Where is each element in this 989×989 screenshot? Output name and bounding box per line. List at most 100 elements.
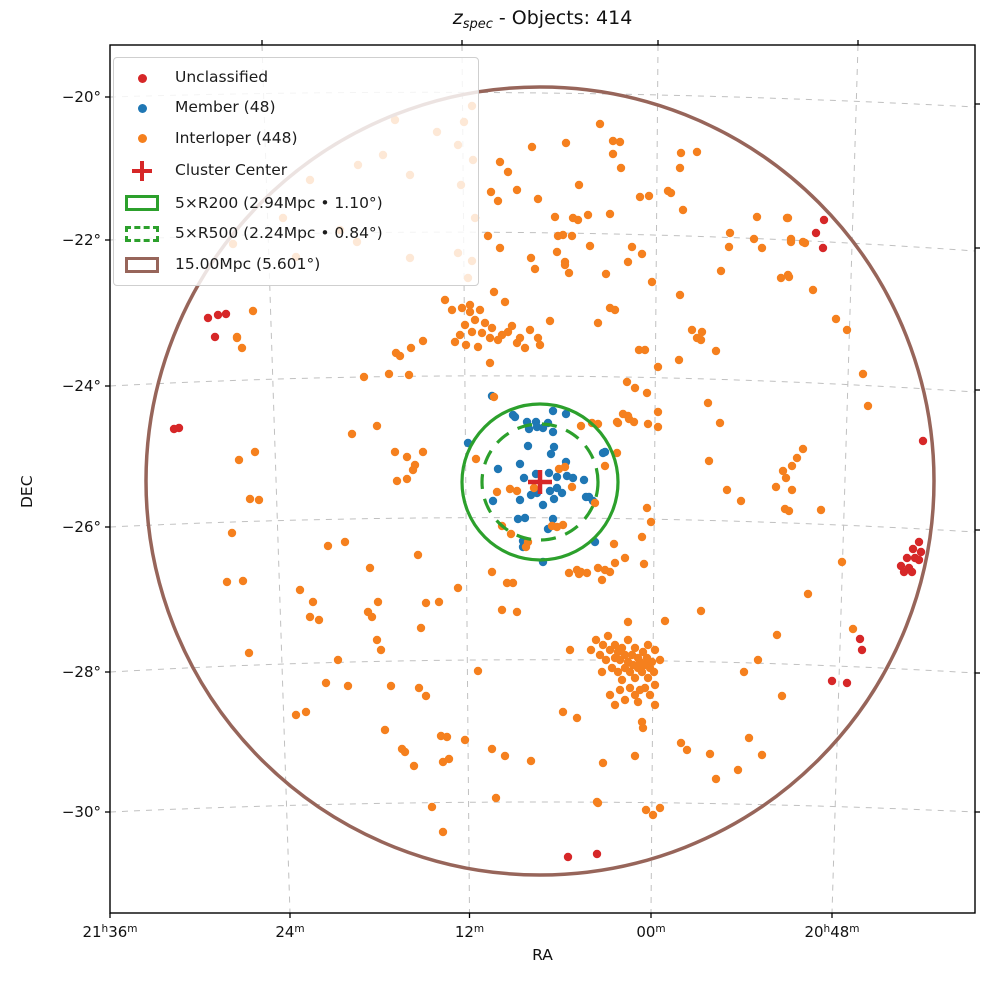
interloper-dot-icon xyxy=(124,133,160,143)
data-point xyxy=(638,723,648,733)
data-point xyxy=(593,563,603,573)
data-point xyxy=(675,290,685,300)
data-point xyxy=(715,418,725,428)
data-point xyxy=(696,335,706,345)
data-point xyxy=(593,318,603,328)
data-point xyxy=(457,303,467,313)
data-point xyxy=(487,323,497,333)
data-point xyxy=(568,473,578,483)
ra-gridline xyxy=(650,45,659,913)
data-point xyxy=(625,667,635,677)
data-point xyxy=(607,663,617,673)
data-point xyxy=(634,345,644,355)
data-point xyxy=(203,313,213,323)
plot-title: zspec - Objects: 414 xyxy=(110,7,975,32)
data-point xyxy=(563,852,573,862)
data-point xyxy=(597,575,607,585)
data-point xyxy=(538,423,548,433)
r200-circle xyxy=(460,402,620,562)
data-point xyxy=(697,327,707,337)
data-point xyxy=(347,429,357,439)
unclassified-dot-icon xyxy=(124,73,160,83)
data-point xyxy=(916,547,926,557)
data-point xyxy=(678,205,688,215)
data-point xyxy=(914,537,924,547)
data-point xyxy=(533,333,543,343)
data-point xyxy=(608,149,618,159)
data-point xyxy=(592,849,602,859)
data-point xyxy=(908,544,918,554)
data-point xyxy=(623,635,633,645)
data-point xyxy=(798,444,808,454)
data-point xyxy=(333,655,343,665)
data-point xyxy=(497,330,507,340)
legend-item-15mpc: 15.00Mpc (5.601°) xyxy=(124,256,468,273)
unclassified-points xyxy=(169,215,928,862)
data-point xyxy=(617,643,627,653)
data-point xyxy=(308,597,318,607)
data-point xyxy=(485,333,495,343)
data-point xyxy=(500,751,510,761)
data-point xyxy=(421,598,431,608)
data-point xyxy=(641,805,651,815)
legend-item-r200: 5×R200 (2.94Mpc • 1.10°) xyxy=(124,195,468,212)
data-point xyxy=(234,455,244,465)
y-axis-label: DEC xyxy=(18,475,36,508)
data-point xyxy=(291,710,301,720)
data-point xyxy=(477,328,487,338)
data-point xyxy=(386,681,396,691)
data-point xyxy=(692,147,702,157)
data-point xyxy=(625,683,635,693)
data-point xyxy=(489,392,499,402)
data-point xyxy=(321,678,331,688)
data-point xyxy=(512,185,522,195)
data-point xyxy=(623,257,633,267)
data-point xyxy=(918,436,928,446)
data-point xyxy=(682,745,692,755)
data-point xyxy=(547,521,557,531)
legend-item-interloper: Interloper (448) xyxy=(124,130,468,147)
data-point xyxy=(647,657,657,667)
dec-gridline xyxy=(110,659,975,674)
data-point xyxy=(367,612,377,622)
data-point xyxy=(519,473,529,483)
data-point xyxy=(608,136,618,146)
data-point xyxy=(703,398,713,408)
data-point xyxy=(716,266,726,276)
legend-box: Unclassified Member (48) Interloper (448… xyxy=(113,57,479,286)
data-point xyxy=(421,691,431,701)
data-point xyxy=(831,314,841,324)
data-point xyxy=(902,553,912,563)
data-point xyxy=(400,747,410,757)
data-point xyxy=(491,793,501,803)
data-point xyxy=(674,355,684,365)
data-point xyxy=(724,242,734,252)
data-point xyxy=(497,605,507,615)
data-point xyxy=(495,243,505,253)
tick-labels: 21h36m 24m 12m 00m 20h48m −20° −22° −24° −26° −28… xyxy=(62,88,860,941)
data-point xyxy=(486,187,496,197)
title-variable: z xyxy=(452,7,463,29)
data-point xyxy=(238,576,248,586)
data-point xyxy=(771,482,781,492)
data-point xyxy=(520,513,530,523)
data-point xyxy=(653,407,663,417)
data-point xyxy=(615,137,625,147)
data-point xyxy=(561,409,571,419)
data-point xyxy=(210,332,220,342)
data-point xyxy=(597,667,607,677)
data-point xyxy=(453,583,463,593)
data-point xyxy=(213,310,223,320)
data-point xyxy=(548,406,558,416)
data-point xyxy=(818,243,828,253)
data-point xyxy=(598,640,608,650)
data-point xyxy=(579,475,589,485)
data-point xyxy=(675,163,685,173)
data-point xyxy=(783,213,793,223)
data-point xyxy=(548,514,558,524)
plus-marker-icon xyxy=(124,160,160,181)
data-point xyxy=(508,578,518,588)
data-point xyxy=(639,559,649,569)
data-point xyxy=(560,260,570,270)
